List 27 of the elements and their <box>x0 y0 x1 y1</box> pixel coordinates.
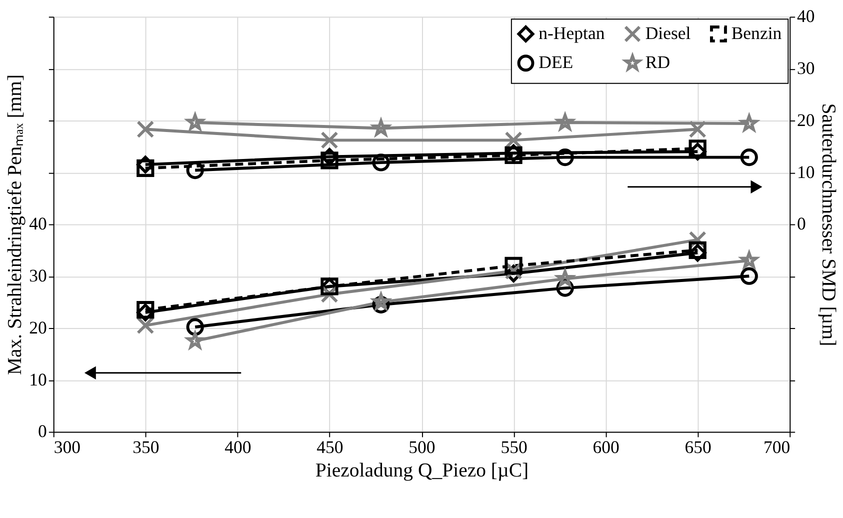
y2-tick-label: 0 <box>797 214 806 234</box>
legend-label: RD <box>645 52 670 72</box>
x-tick-label: 600 <box>592 437 620 458</box>
legend-label: Diesel <box>645 22 691 43</box>
x-axis-title: Piezoladung Q_Piezo [µC] <box>315 460 529 482</box>
y2-tick-label: 20 <box>797 110 815 130</box>
y2-axis-title: Sauterdurchmesser SMD [µm] <box>818 103 840 346</box>
y2-tick-label: 10 <box>797 162 815 182</box>
x-tick-label: 350 <box>132 437 160 458</box>
x-tick-label: 450 <box>316 437 344 458</box>
x-tick-label: 300 <box>54 437 81 458</box>
legend-label: Benzin <box>731 22 782 43</box>
x-tick-label: 700 <box>763 437 790 458</box>
legend-label: DEE <box>538 52 574 72</box>
y-tick-label: 0 <box>38 421 48 442</box>
y-axis-title: Max. Strahleindringtiefe Penₘₐₓ [mm] <box>4 74 26 376</box>
y-tick-label: 40 <box>29 214 48 234</box>
x-tick-label: 550 <box>500 437 528 458</box>
legend-label: n-Heptan <box>538 22 605 43</box>
y-tick-label: 20 <box>29 317 48 338</box>
x-tick-label: 650 <box>684 437 712 458</box>
x-tick-label: 400 <box>224 437 252 458</box>
y2-tick-label: 40 <box>797 6 815 26</box>
y2-tick-label: 30 <box>797 58 815 78</box>
x-tick-label: 500 <box>408 437 436 458</box>
y-tick-label: 10 <box>29 369 48 390</box>
y-tick-label: 30 <box>29 266 48 286</box>
